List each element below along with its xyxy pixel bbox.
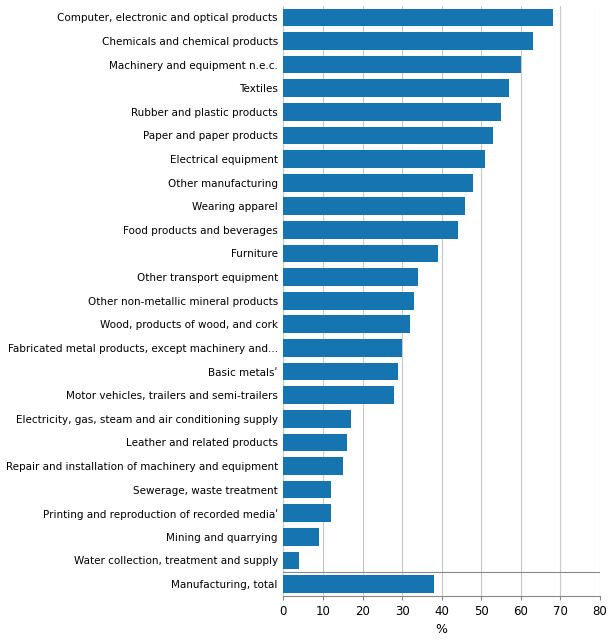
X-axis label: %: % xyxy=(436,623,447,636)
Bar xyxy=(283,32,533,50)
Bar xyxy=(283,363,398,381)
Bar xyxy=(283,8,552,26)
Bar xyxy=(283,150,485,168)
Bar xyxy=(283,505,331,522)
Bar xyxy=(283,433,347,451)
Bar xyxy=(283,80,509,97)
Bar xyxy=(283,56,521,73)
Bar xyxy=(283,457,343,475)
Bar xyxy=(283,551,299,569)
Bar xyxy=(283,386,394,404)
Bar xyxy=(283,315,410,333)
Bar xyxy=(283,126,493,144)
Bar xyxy=(283,528,319,546)
Bar xyxy=(283,245,438,263)
Bar xyxy=(283,292,414,309)
Bar xyxy=(283,575,434,593)
Bar xyxy=(283,481,331,498)
Bar xyxy=(283,174,473,191)
Bar xyxy=(283,268,418,286)
Bar xyxy=(283,103,501,121)
Bar xyxy=(283,410,351,428)
Bar xyxy=(283,197,465,215)
Bar xyxy=(283,221,457,239)
Bar xyxy=(283,339,402,357)
